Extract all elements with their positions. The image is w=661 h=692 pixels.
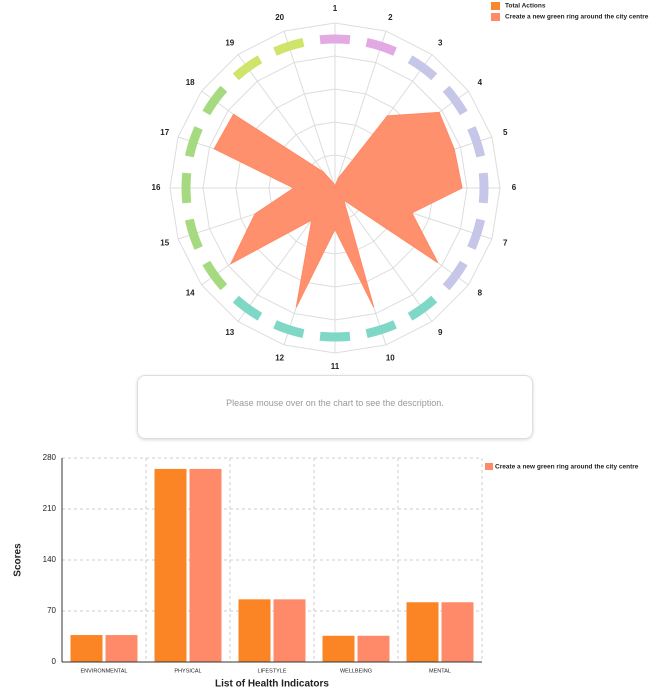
spoke-label: 11 bbox=[331, 362, 340, 371]
x-tick-label: PHYSICAL bbox=[174, 668, 201, 674]
ring-segment bbox=[467, 218, 486, 250]
ring-segment bbox=[478, 172, 489, 204]
spoke-label: 9 bbox=[438, 328, 443, 337]
ring-segment bbox=[365, 37, 397, 56]
bar bbox=[189, 468, 222, 662]
ring-segment bbox=[319, 331, 351, 342]
legend-label: Create a new green ring around the city … bbox=[495, 464, 639, 471]
ring-segment bbox=[232, 55, 263, 81]
y-tick-label: 210 bbox=[43, 504, 57, 513]
legend-label: Create a new green ring around the city … bbox=[505, 14, 649, 21]
y-tick-label: 70 bbox=[47, 606, 56, 615]
spoke-label: 5 bbox=[503, 128, 508, 137]
bar bbox=[406, 602, 439, 662]
spoke-label: 17 bbox=[160, 128, 169, 137]
bar bbox=[357, 635, 390, 662]
spoke-label: 2 bbox=[388, 13, 393, 22]
spoke-label: 6 bbox=[512, 183, 517, 192]
ring-segment bbox=[442, 260, 468, 291]
x-tick-label: MENTAL bbox=[429, 668, 451, 674]
bar bbox=[322, 635, 355, 662]
y-tick-label: 140 bbox=[43, 555, 57, 564]
x-tick-label: ENVIRONMENTAL bbox=[81, 668, 128, 674]
spoke-label: 18 bbox=[186, 78, 195, 87]
bar bbox=[154, 468, 187, 662]
spoke-label: 12 bbox=[275, 353, 284, 362]
ring-segment bbox=[202, 260, 228, 291]
spoke-label: 1 bbox=[333, 4, 338, 13]
ring-segment bbox=[467, 126, 486, 158]
y-axis-label: Scores bbox=[13, 543, 24, 577]
bar bbox=[70, 635, 103, 662]
spoke-label: 20 bbox=[275, 13, 284, 22]
spoke-label: 13 bbox=[225, 328, 234, 337]
legend-swatch bbox=[491, 2, 500, 10]
spoke bbox=[237, 54, 336, 189]
spoke-label: 14 bbox=[186, 288, 195, 297]
spoke-label: 16 bbox=[152, 183, 161, 192]
ring-segment bbox=[407, 295, 438, 321]
y-tick-label: 0 bbox=[52, 657, 57, 666]
ring-segment bbox=[202, 85, 228, 116]
ring-segment bbox=[184, 126, 203, 158]
bar bbox=[238, 599, 271, 662]
spoke bbox=[283, 30, 336, 189]
ring-segment bbox=[319, 34, 351, 45]
bar bbox=[273, 599, 306, 662]
spoke-label: 7 bbox=[503, 238, 508, 247]
description-box[interactable]: Please mouse over on the chart to see th… bbox=[137, 375, 533, 439]
x-tick-label: LIFESTYLE bbox=[257, 668, 286, 674]
spoke bbox=[334, 187, 433, 322]
ring-segment bbox=[232, 295, 263, 321]
legend-swatch bbox=[485, 463, 493, 470]
legend-label: Total Actions bbox=[505, 3, 546, 10]
ring-segment bbox=[365, 320, 397, 339]
bar bbox=[105, 635, 138, 662]
y-tick-label: 280 bbox=[43, 453, 57, 462]
radar-area bbox=[213, 111, 463, 308]
spoke-label: 10 bbox=[386, 353, 395, 362]
spoke-label: 8 bbox=[478, 288, 483, 297]
ring-segment bbox=[184, 218, 203, 250]
spoke bbox=[334, 30, 387, 189]
ring-segment bbox=[407, 55, 438, 81]
ring-segment bbox=[442, 85, 468, 116]
ring-segment bbox=[273, 37, 305, 56]
description-text: Please mouse over on the chart to see th… bbox=[226, 398, 444, 408]
x-axis-label: List of Health Indicators bbox=[215, 679, 329, 690]
legend-swatch bbox=[491, 13, 500, 21]
bar bbox=[441, 602, 474, 662]
ring-segment bbox=[273, 320, 305, 339]
x-tick-label: WELLBEING bbox=[340, 668, 372, 674]
spoke-label: 4 bbox=[478, 78, 483, 87]
ring-segment bbox=[181, 172, 192, 204]
spoke-label: 3 bbox=[438, 38, 443, 47]
spoke-label: 19 bbox=[225, 38, 234, 47]
spoke-label: 15 bbox=[160, 238, 169, 247]
